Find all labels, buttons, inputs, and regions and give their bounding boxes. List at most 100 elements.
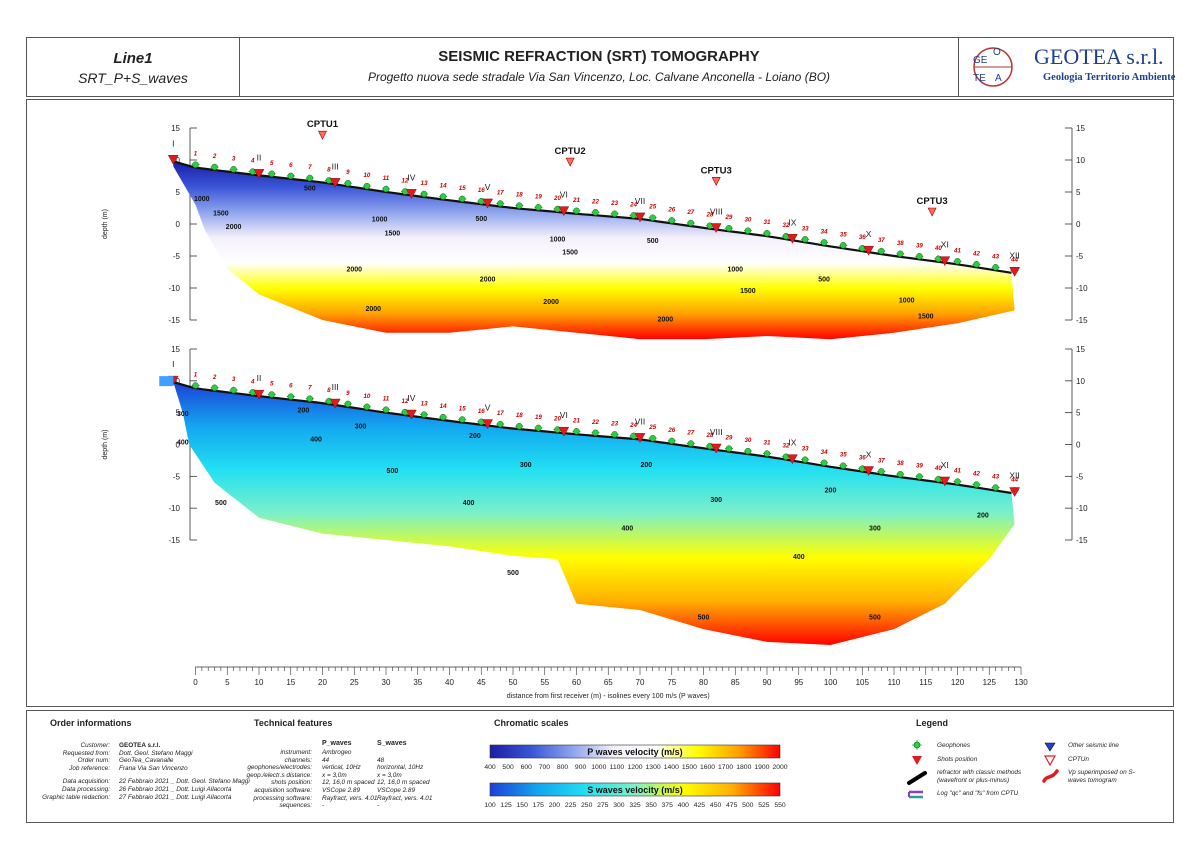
geophone-marker <box>572 428 581 435</box>
legend-cptu-icon <box>1043 755 1057 767</box>
x-tick-label: 120 <box>951 678 965 687</box>
p-scale-tick: 800 <box>557 764 569 771</box>
y-tick-label-left: 15 <box>171 124 180 133</box>
shot-marker <box>863 245 874 256</box>
x-tick-label: 105 <box>856 678 870 687</box>
geophone-marker <box>667 217 676 224</box>
s-scale-tick: 425 <box>694 802 706 809</box>
geophone-marker <box>743 447 752 455</box>
isoline-label: 1000 <box>728 266 744 273</box>
y-tick-label-left: 15 <box>171 345 180 354</box>
geophone-label: 42 <box>972 471 980 478</box>
s-scale-tick: 225 <box>565 802 577 809</box>
shot-marker <box>863 466 874 476</box>
geophone-marker <box>420 190 429 198</box>
s-scale-tick: 450 <box>710 802 722 809</box>
order-value: Frana Via San Vincenzo <box>119 764 188 772</box>
cptu-label: CPTU3 <box>917 196 948 207</box>
y-tick-label-left: 0 <box>176 220 181 229</box>
shot-label: XII <box>1009 250 1019 260</box>
s-scale: S waves velocity (m/s) 100 125 150 175 200 225… <box>484 782 786 809</box>
isoline-label: 500 <box>818 277 830 284</box>
geophone-label: 20 <box>553 195 561 202</box>
geophone-label: 1 <box>194 151 198 158</box>
geophone-label: 26 <box>667 427 675 434</box>
isoline-label: 2000 <box>658 316 674 323</box>
isoline-label: 500 <box>698 615 710 622</box>
isoline-label: 300 <box>710 497 722 504</box>
isoline-label: 1500 <box>213 211 229 218</box>
geophone-marker <box>724 224 733 232</box>
shot-label: VI <box>560 410 568 420</box>
geophone-marker <box>953 258 962 265</box>
s-scale-tick: 100 <box>484 802 496 809</box>
y-tick-label-right: -10 <box>1076 504 1088 513</box>
geophone-marker <box>991 484 1000 491</box>
geophone-marker <box>210 163 219 171</box>
geophone-label: 24 <box>629 422 637 429</box>
x-tick-label: 20 <box>318 678 327 687</box>
s-scale-tick: 150 <box>517 802 529 809</box>
geophone-label: 16 <box>478 408 485 415</box>
order-key: Requested from: <box>62 749 110 757</box>
shot-label: I <box>172 138 174 148</box>
geophone-marker <box>743 227 752 234</box>
chromatic-scales: P waves velocity (m/s) 400 500 600 700 800 900… <box>484 744 788 809</box>
isoline-label: 1500 <box>562 250 578 257</box>
tech-value-p: vertical, 10Hz <box>322 764 361 772</box>
geophone-label: 43 <box>991 253 999 260</box>
p-scale-tick: 1600 <box>700 764 715 771</box>
y-tick-label-right: 10 <box>1076 377 1085 386</box>
x-tick-label: 30 <box>382 678 391 687</box>
order-value: GEOTEA s.r.l. <box>119 742 161 749</box>
geophone-label: 30 <box>744 437 751 444</box>
geophone-marker <box>496 420 505 428</box>
x-tick-label: 110 <box>888 678 901 687</box>
shot-label: IV <box>407 393 415 403</box>
geophone-marker <box>305 395 314 402</box>
shot-marker <box>406 409 417 420</box>
geophone-marker <box>820 239 829 246</box>
geophone-marker <box>191 382 200 389</box>
geophone-label: 41 <box>953 468 961 475</box>
geophone-label: 7 <box>308 164 312 171</box>
s-scale-title: S waves velocity (m/s) <box>587 785 683 795</box>
geophone-label: 31 <box>764 219 771 226</box>
p-scale-tick: 2000 <box>772 764 787 771</box>
geophone-marker <box>686 219 695 227</box>
isoline-label: 200 <box>640 462 652 469</box>
geophone-marker <box>515 202 524 209</box>
x-tick-label: 80 <box>699 678 708 687</box>
brand-tagline: Geologia Territorio Ambiente <box>1043 72 1176 83</box>
y-tick-label-right: 5 <box>1076 409 1081 418</box>
geophone-label: 25 <box>648 424 656 431</box>
p-scale-tick: 700 <box>539 764 551 771</box>
s-scale-bar <box>489 782 781 797</box>
shot-marker <box>939 476 951 487</box>
legend-refractor-label: refractor with classic methods (wavefron… <box>937 769 1022 784</box>
cptu-label: CPTU2 <box>555 146 586 157</box>
order-value: Dott. Geol. Stefano Maggi <box>119 749 193 757</box>
geophone-label: 34 <box>821 449 828 456</box>
title-cell: SEISMIC REFRACTION (SRT) TOMOGRAPHY Prog… <box>240 38 959 96</box>
y-tick-label-left: -10 <box>168 284 180 293</box>
shot-label: II <box>257 373 262 383</box>
geophone-label: 35 <box>840 231 847 238</box>
shot-marker <box>710 443 722 454</box>
shot-label: IX <box>788 217 796 227</box>
tech-value-p: Rayfract, vers. 4.01 <box>322 794 378 802</box>
shot-marker <box>253 169 265 179</box>
geophone-label: 11 <box>383 175 390 182</box>
cptu-label: CPTU3 <box>701 165 732 176</box>
isoline-label: 300 <box>177 411 189 418</box>
geophone-label: 6 <box>289 162 293 169</box>
order-key: Customer: <box>80 742 110 749</box>
cptu-label: CPTU1 <box>307 119 339 130</box>
geophone-label: 27 <box>686 209 694 216</box>
geophone-label: 5 <box>270 381 274 388</box>
tech-key: processing software: <box>253 794 312 802</box>
geophone-label: 3 <box>232 155 236 162</box>
geophone-label: 27 <box>686 430 694 437</box>
geophone-label: 26 <box>667 206 675 213</box>
